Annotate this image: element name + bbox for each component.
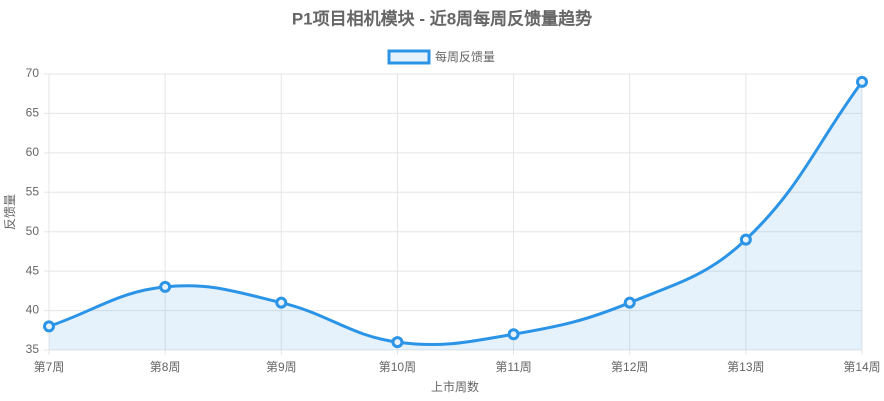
y-tick-label: 65 bbox=[26, 106, 40, 120]
chart-title: P1项目相机模块 - 近8周每周反馈量趋势 bbox=[292, 8, 592, 28]
x-tick-label: 第13周 bbox=[727, 360, 764, 374]
point bbox=[739, 233, 752, 246]
point bbox=[856, 75, 868, 88]
y-tick-label: 40 bbox=[26, 303, 40, 317]
point bbox=[507, 328, 520, 341]
y-axis-label: 反馈量 bbox=[3, 194, 17, 230]
x-tick-label: 第9周 bbox=[266, 360, 297, 374]
point bbox=[623, 296, 636, 309]
area bbox=[49, 81, 862, 350]
x-tick-label: 第14周 bbox=[843, 360, 880, 374]
x-axis-label: 上市周数 bbox=[431, 379, 479, 394]
point bbox=[159, 280, 172, 293]
y-tick-label: 50 bbox=[26, 224, 40, 238]
legend-swatch bbox=[387, 49, 431, 65]
x-tick-label: 第10周 bbox=[379, 360, 416, 374]
point bbox=[391, 336, 404, 349]
legend-label: 每周反馈量 bbox=[435, 49, 495, 64]
point bbox=[43, 320, 55, 333]
x-tick-label: 第8周 bbox=[150, 360, 181, 374]
y-tick-label: 70 bbox=[26, 66, 40, 80]
y-tick-label: 45 bbox=[26, 263, 40, 277]
y-tick-label: 60 bbox=[26, 145, 40, 159]
x-tick-label: 第12周 bbox=[611, 360, 648, 374]
y-tick-label: 55 bbox=[26, 184, 40, 198]
y-tick-label: 35 bbox=[26, 342, 40, 356]
x-tick-label: 第11周 bbox=[495, 360, 531, 374]
x-tick-label: 第7周 bbox=[34, 360, 65, 374]
point bbox=[275, 296, 288, 309]
